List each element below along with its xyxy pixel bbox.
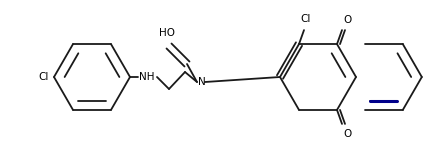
Text: Cl: Cl: [301, 14, 311, 24]
Text: N: N: [198, 77, 206, 87]
Text: O: O: [343, 15, 351, 25]
Text: HO: HO: [159, 28, 175, 38]
Text: NH: NH: [139, 72, 155, 82]
Text: O: O: [343, 129, 351, 139]
Text: Cl: Cl: [39, 72, 49, 82]
